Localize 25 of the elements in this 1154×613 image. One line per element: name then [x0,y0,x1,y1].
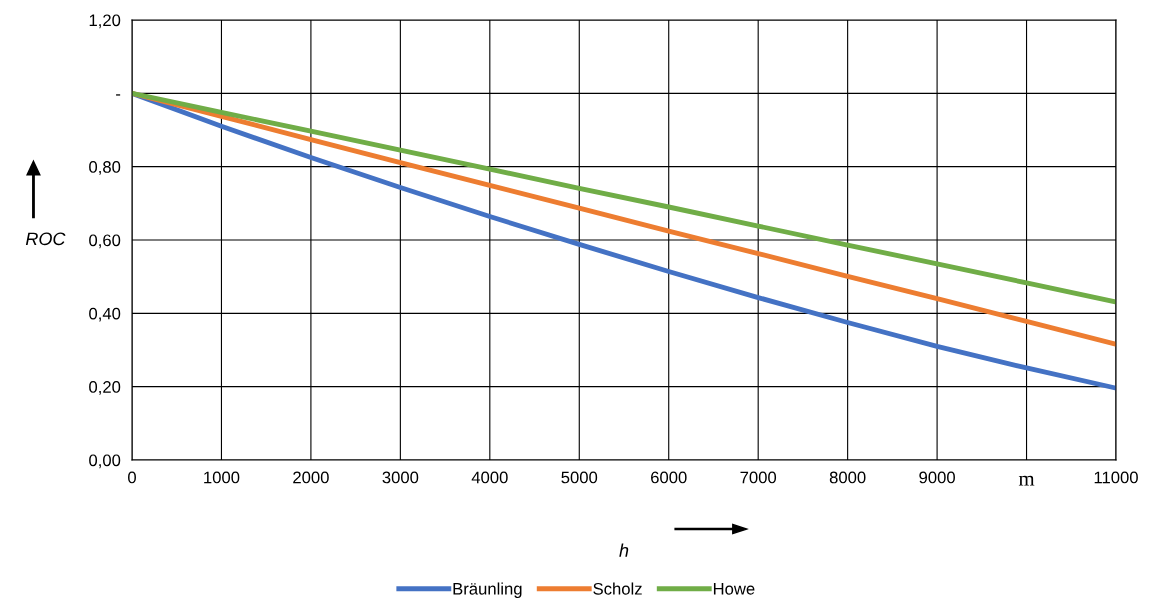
x-tick-label: 5000 [561,471,598,484]
y-tick-label: 0,60 [89,234,121,249]
y-tick-label: 0,40 [89,307,121,322]
line-series [132,90,1116,305]
x-tick-label: 2000 [293,471,329,484]
x-tick-label: 1000 [204,471,240,484]
x-tick-label: 11000 [1094,471,1138,484]
legend-label: Howe [713,583,755,595]
x-tick-label: 0 [128,471,136,484]
y-tick-label: 0,80 [89,161,121,175]
x-tick-label: m [1018,475,1035,486]
legend-label: Bräunling [453,582,522,598]
x-tick-label: 8000 [829,471,866,484]
y-tick-label: 1,20 [89,14,121,29]
y-axis-title: ROC [25,232,66,246]
x-axis-title: h [619,543,629,557]
x-tick-label: 3000 [382,471,419,484]
x-tick-label: 7000 [740,471,777,484]
legend-label: Scholz [593,582,642,595]
y-tick-label: 0,20 [89,381,121,395]
x-tick-label: 4000 [471,471,508,484]
y-tick-label: 0,00 [89,454,121,469]
x-tick-label: 6000 [651,471,687,484]
y-tick-label: - [116,94,121,96]
x-tick-label: 9000 [919,471,955,484]
